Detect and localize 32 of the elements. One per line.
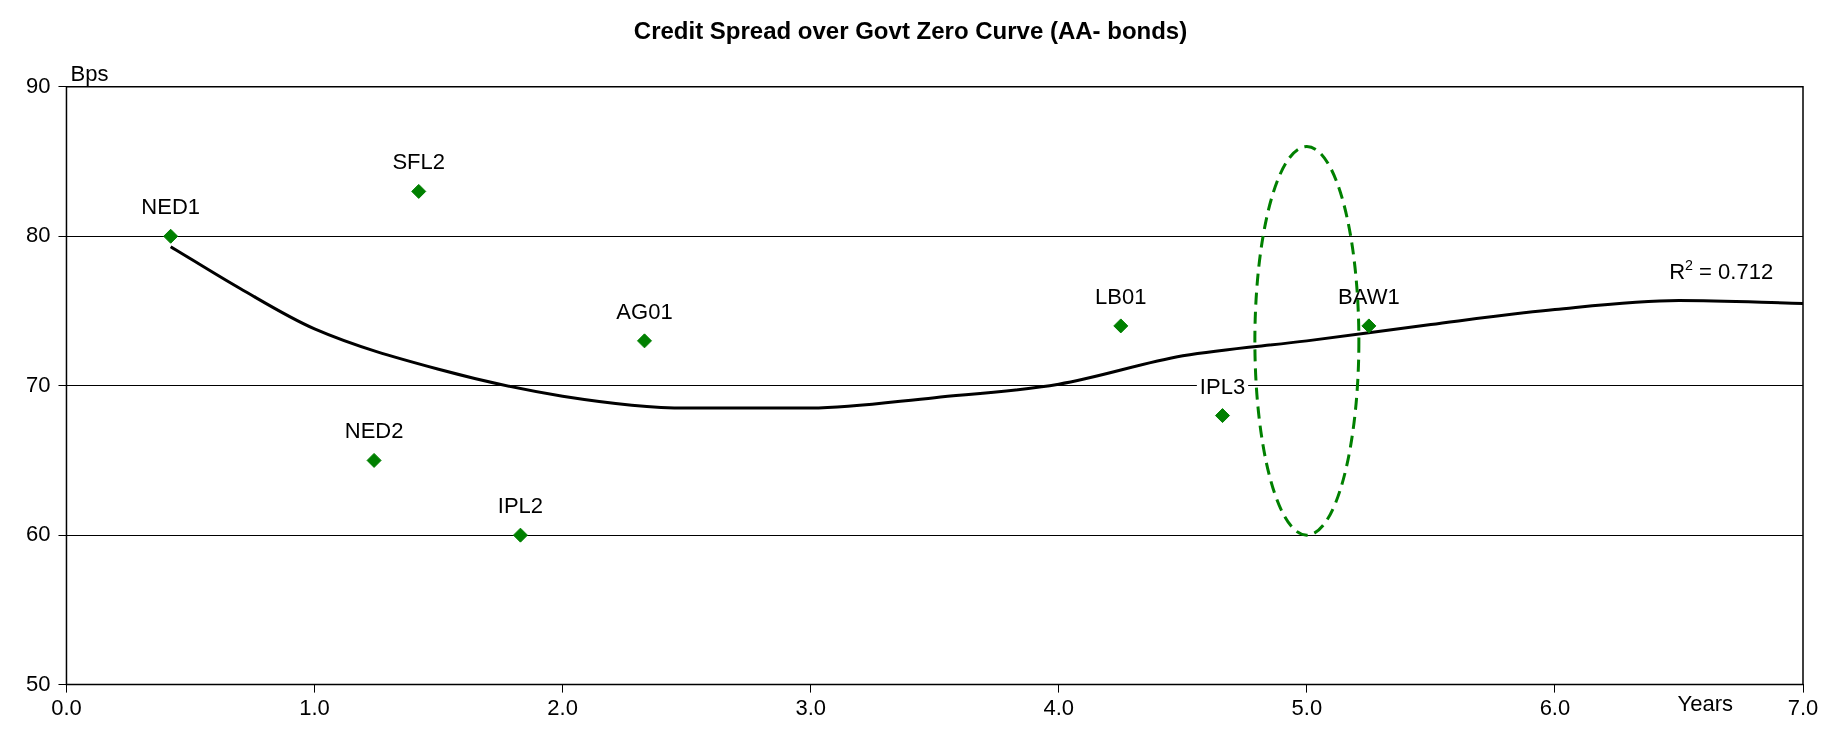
y-axis-title: Bps [70, 60, 109, 86]
annotation: LB01 [1095, 283, 1147, 309]
y-tick-label: 70 [25, 371, 51, 397]
annotation: AG01 [616, 298, 673, 324]
x-tick-label: 3.0 [795, 694, 826, 720]
annotation: IPL2 [497, 493, 544, 519]
y-tick-label: 80 [25, 222, 51, 248]
y-tick-label: 60 [25, 521, 51, 547]
x-tick-label: 6.0 [1539, 694, 1571, 720]
point [163, 228, 179, 244]
point [636, 333, 652, 349]
chart-title: Credit Spread over Govt Zero Curve (AA- bonds) [633, 17, 1188, 45]
point [411, 183, 427, 199]
annotation: SFL2 [392, 149, 446, 175]
x-tick-label: 1.0 [299, 694, 330, 720]
annotation: IPL3 [1199, 373, 1246, 399]
point [366, 452, 382, 468]
x-tick-label: 4.0 [1043, 694, 1075, 720]
x-axis-title: Years [1677, 690, 1733, 716]
annotation: NED1 [141, 194, 201, 220]
x-tick-label: 2.0 [547, 694, 578, 720]
y-tick-label: 90 [25, 72, 51, 98]
x-tick-label: 0.0 [51, 694, 82, 720]
point [1361, 318, 1377, 334]
y-tick-label: 50 [25, 670, 51, 696]
point [512, 527, 528, 543]
x-tick-label: 7.0 [1787, 694, 1819, 720]
annotation: NED2 [344, 418, 404, 444]
x-tick-label: 5.0 [1291, 694, 1323, 720]
point [1215, 408, 1230, 424]
point [1113, 318, 1129, 334]
annotation: BAW1 [1338, 283, 1400, 309]
